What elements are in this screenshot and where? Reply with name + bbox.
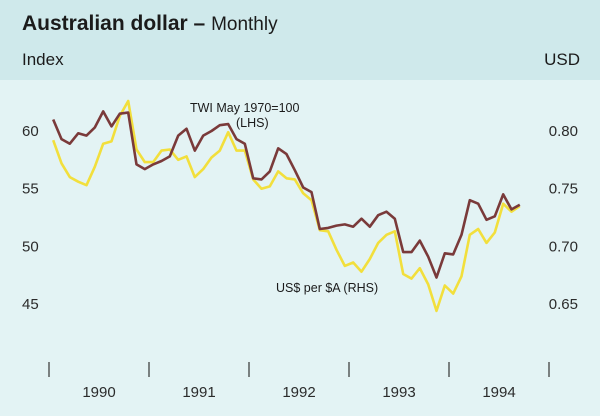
header-band: [0, 0, 600, 80]
left-axis-unit: Index: [22, 50, 64, 69]
usd-annotation: US$ per $A (RHS): [276, 281, 378, 295]
chart-title-main: Australian dollar: [22, 12, 188, 35]
right-tick-label: 0.75: [549, 181, 578, 198]
twi-annotation-line1: TWI May 1970=100: [190, 101, 299, 115]
title-separator: –: [187, 12, 212, 35]
twi-annotation-line2: (LHS): [236, 116, 269, 130]
right-tick-label: 0.70: [549, 238, 578, 255]
usd-series-line: [51, 99, 521, 313]
x-tick-label: 1993: [382, 384, 415, 401]
x-axis-tick-labels: 1990 1991 1992 1993 1994: [82, 384, 515, 401]
chart-subtitle: Monthly: [211, 14, 278, 35]
left-tick-label: 60: [22, 123, 39, 140]
left-axis-tick-labels: 45 50 55 60: [22, 123, 39, 313]
right-axis-unit: USD: [544, 50, 580, 69]
x-tick-label: 1992: [282, 384, 315, 401]
left-tick-label: 55: [22, 181, 39, 198]
x-tick-label: 1990: [82, 384, 115, 401]
right-tick-label: 0.65: [549, 296, 578, 313]
left-tick-label: 45: [22, 296, 39, 313]
right-axis-tick-labels: 0.65 0.70 0.75 0.80: [549, 123, 578, 313]
chart-annotations: TWI May 1970=100(LHS) US$ per $A (RHS): [190, 101, 378, 295]
left-tick-label: 50: [22, 238, 39, 255]
series-lines: [51, 99, 521, 313]
chart-title: Australian dollar – Monthly: [22, 12, 278, 36]
plot-background: [0, 80, 600, 416]
x-tick-label: 1994: [482, 384, 515, 401]
x-tick-label: 1991: [182, 384, 215, 401]
twi-series-line: [52, 110, 521, 279]
right-tick-label: 0.80: [549, 123, 578, 140]
x-axis-ticks: [48, 362, 550, 377]
